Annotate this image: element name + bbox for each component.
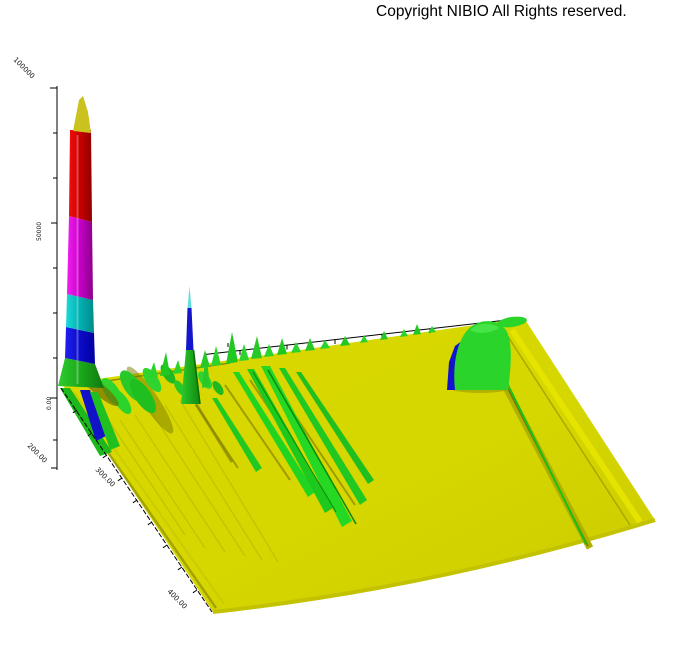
- right-ridge-highlight: [509, 328, 643, 524]
- secondary-spike: [181, 286, 234, 463]
- depth-axis: [60, 387, 213, 613]
- value-axis-tick-label: 100000: [12, 56, 37, 81]
- spike-blue-band: [186, 308, 194, 350]
- right-peak-green: [454, 321, 511, 390]
- value-axis: [50, 86, 58, 470]
- main-peak-drape: [60, 388, 120, 456]
- main-peak: [58, 96, 120, 456]
- back-edge-spikes: [148, 324, 436, 378]
- spike-cyan-tip: [187, 286, 192, 308]
- main-peak-green-band: [58, 358, 104, 388]
- depth-axis-tick-label: 300.00: [94, 466, 117, 489]
- green-streaks: [212, 366, 374, 527]
- surface-shade-lines: [94, 399, 279, 563]
- main-peak-cyan-band: [66, 294, 94, 333]
- main-peak-yellow-tip: [73, 96, 91, 133]
- spike-green-band: [181, 350, 200, 404]
- copyright-text: Copyright NIBIO All Rights reserved.: [376, 3, 627, 20]
- surface-bottom-edge: [212, 518, 656, 614]
- right-edge-peak: [447, 316, 527, 393]
- value-axis-tick-label: 50000: [36, 222, 43, 241]
- main-peak-blue-band: [65, 327, 95, 364]
- right-peak-crest: [497, 316, 527, 328]
- right-ridge-crease: [504, 331, 631, 526]
- depth-axis-tick-label: 200.00: [26, 442, 49, 465]
- value-axis-tick-label: 0.00: [46, 396, 53, 410]
- green-blob-cluster: [101, 364, 224, 434]
- main-peak-red-band: [69, 130, 92, 222]
- depth-axis-tick-label: 400.00: [166, 588, 189, 611]
- main-peak-magenta-band: [67, 216, 93, 300]
